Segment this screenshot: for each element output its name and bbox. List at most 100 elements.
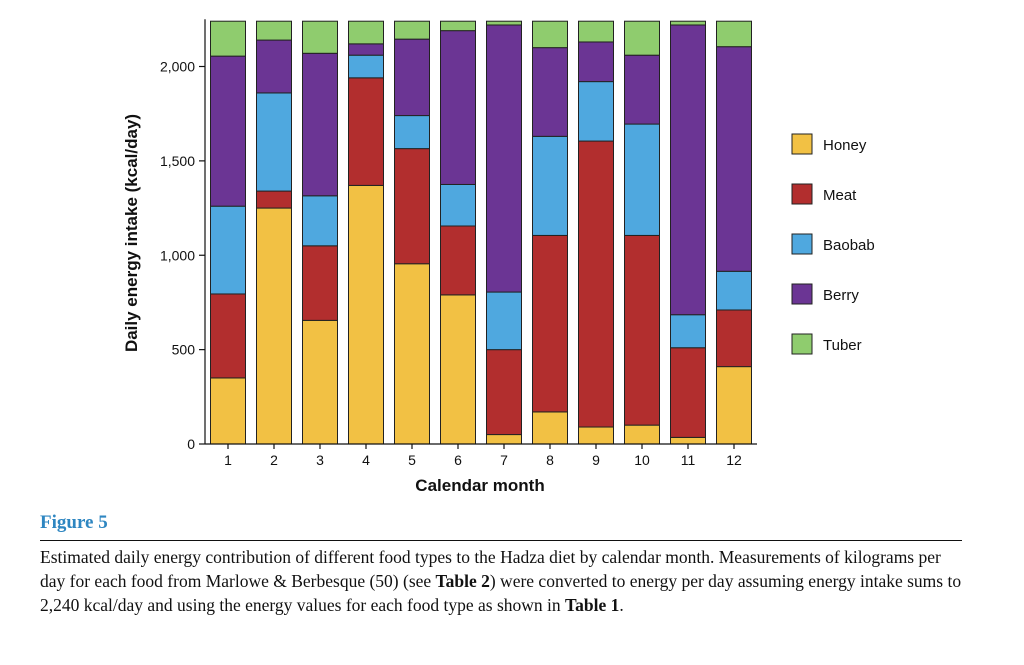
legend-label-berry: Berry bbox=[823, 287, 859, 304]
y-tick-label: 1,500 bbox=[160, 153, 195, 169]
bar-segment-berry-month-6 bbox=[440, 30, 476, 185]
bar-segment-berry-month-2 bbox=[256, 39, 292, 94]
bar-segment-baobab-month-1 bbox=[210, 205, 246, 295]
bar-segment-meat-month-3 bbox=[302, 245, 338, 321]
bar-segment-honey-month-3 bbox=[302, 319, 338, 445]
legend-label-honey: Honey bbox=[823, 137, 867, 154]
bar-segment-berry-month-3 bbox=[302, 52, 338, 197]
bar-segment-meat-month-6 bbox=[440, 225, 476, 296]
bar-segment-tuber-month-10 bbox=[624, 20, 660, 56]
bar-segment-tuber-month-12 bbox=[716, 20, 752, 48]
x-tick-label: 5 bbox=[408, 452, 416, 468]
bar-segment-tuber-month-4 bbox=[348, 20, 384, 45]
bar-segment-baobab-month-7 bbox=[486, 291, 522, 351]
y-tick-label: 1,000 bbox=[160, 247, 195, 263]
bar-segment-meat-month-11 bbox=[670, 347, 706, 438]
bar-segment-berry-month-8 bbox=[532, 47, 568, 137]
bar-segment-baobab-month-2 bbox=[256, 92, 292, 192]
bar-segment-berry-month-10 bbox=[624, 54, 660, 125]
bar-segment-tuber-month-2 bbox=[256, 20, 292, 41]
x-tick-label: 3 bbox=[316, 452, 324, 468]
bars-layer bbox=[210, 20, 752, 445]
x-tick-label: 10 bbox=[634, 452, 650, 468]
bar-segment-honey-month-6 bbox=[440, 294, 476, 445]
y-tick-label: 2,000 bbox=[160, 59, 195, 75]
figure-label: Figure 5 bbox=[40, 512, 108, 533]
x-tick-label: 4 bbox=[362, 452, 370, 468]
bar-segment-tuber-month-7 bbox=[486, 20, 522, 26]
bar-segment-berry-month-4 bbox=[348, 43, 384, 56]
bar-segment-tuber-month-11 bbox=[670, 20, 706, 26]
bar-segment-baobab-month-9 bbox=[578, 81, 614, 142]
legend-label-meat: Meat bbox=[823, 187, 857, 204]
bar-segment-meat-month-4 bbox=[348, 77, 384, 186]
figure-caption: Estimated daily energy contribution of d… bbox=[40, 545, 970, 617]
legend-swatch-berry bbox=[791, 283, 813, 305]
bar-segment-tuber-month-6 bbox=[440, 20, 476, 32]
legend-label-baobab: Baobab bbox=[823, 237, 875, 254]
bar-segment-berry-month-7 bbox=[486, 24, 522, 293]
caption-divider bbox=[40, 540, 962, 541]
y-axis-title: Daily energy intake (kcal/day) bbox=[122, 114, 141, 352]
x-tick-label: 12 bbox=[726, 452, 742, 468]
bar-segment-meat-month-10 bbox=[624, 234, 660, 426]
y-tick-label: 0 bbox=[187, 436, 195, 452]
bar-segment-honey-month-2 bbox=[256, 207, 292, 445]
bar-segment-tuber-month-1 bbox=[210, 20, 246, 57]
bar-segment-baobab-month-10 bbox=[624, 123, 660, 236]
bar-segment-baobab-month-3 bbox=[302, 195, 338, 247]
bar-segment-meat-month-1 bbox=[210, 293, 246, 379]
bar-segment-honey-month-9 bbox=[578, 426, 614, 445]
bar-segment-meat-month-2 bbox=[256, 190, 292, 209]
bar-segment-honey-month-7 bbox=[486, 434, 522, 445]
bar-segment-honey-month-12 bbox=[716, 366, 752, 445]
bar-segment-baobab-month-12 bbox=[716, 270, 752, 311]
x-tick-label: 9 bbox=[592, 452, 600, 468]
x-axis-title: Calendar month bbox=[415, 476, 544, 495]
x-tick-label: 1 bbox=[224, 452, 232, 468]
bar-segment-baobab-month-8 bbox=[532, 135, 568, 236]
caption-table-ref-1: Table 1 bbox=[565, 595, 620, 615]
x-tick-label: 2 bbox=[270, 452, 278, 468]
bar-segment-honey-month-1 bbox=[210, 377, 246, 445]
bar-segment-berry-month-11 bbox=[670, 24, 706, 316]
bar-segment-baobab-month-11 bbox=[670, 314, 706, 349]
bar-segment-honey-month-10 bbox=[624, 424, 660, 445]
bar-segment-baobab-month-6 bbox=[440, 183, 476, 227]
bar-segment-berry-month-5 bbox=[394, 38, 430, 117]
bar-segment-honey-month-8 bbox=[532, 411, 568, 445]
legend-swatch-tuber bbox=[791, 333, 813, 355]
bar-segment-baobab-month-5 bbox=[394, 115, 430, 150]
caption-text-3: . bbox=[619, 595, 624, 615]
caption-text-1: Estimated daily energy contribution of d… bbox=[40, 547, 941, 591]
legend-swatch-meat bbox=[791, 183, 813, 205]
legend-swatch-honey bbox=[791, 133, 813, 155]
y-tick-label: 500 bbox=[172, 342, 196, 358]
bar-segment-berry-month-12 bbox=[716, 46, 752, 272]
bar-segment-baobab-month-4 bbox=[348, 54, 384, 79]
legend-swatch-baobab bbox=[791, 233, 813, 255]
legend: Honey Meat Baobab Berry Tuber bbox=[791, 133, 875, 355]
bar-segment-tuber-month-8 bbox=[532, 20, 568, 49]
legend-label-tuber: Tuber bbox=[823, 337, 862, 354]
bar-segment-meat-month-5 bbox=[394, 148, 430, 265]
x-tick-label: 7 bbox=[500, 452, 508, 468]
caption-table-ref-2: Table 2 bbox=[435, 571, 490, 591]
x-tick-label: 11 bbox=[681, 452, 696, 468]
bar-segment-honey-month-5 bbox=[394, 263, 430, 445]
bar-segment-berry-month-9 bbox=[578, 41, 614, 83]
bar-segment-meat-month-7 bbox=[486, 349, 522, 436]
bar-segment-tuber-month-3 bbox=[302, 20, 338, 54]
bar-segment-meat-month-8 bbox=[532, 234, 568, 413]
caption-text-2: ) were converted to energy per day assum… bbox=[40, 571, 962, 615]
bar-segment-tuber-month-5 bbox=[394, 20, 430, 40]
x-tick-label: 8 bbox=[546, 452, 554, 468]
bar-segment-tuber-month-9 bbox=[578, 20, 614, 43]
x-tick-label: 6 bbox=[454, 452, 462, 468]
bar-segment-honey-month-11 bbox=[670, 436, 706, 445]
bar-segment-meat-month-9 bbox=[578, 140, 614, 428]
bar-segment-honey-month-4 bbox=[348, 184, 384, 445]
bar-segment-berry-month-1 bbox=[210, 55, 246, 207]
